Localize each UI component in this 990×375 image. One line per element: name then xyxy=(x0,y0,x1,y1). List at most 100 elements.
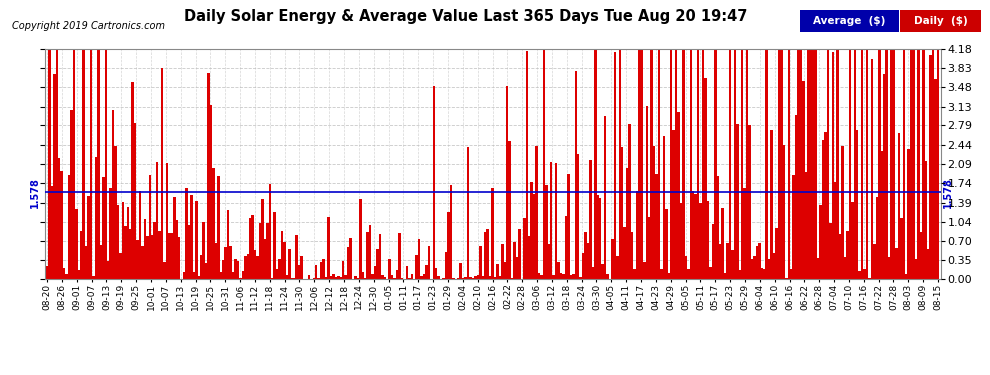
Bar xyxy=(293,278,295,279)
Bar xyxy=(205,262,207,279)
Bar xyxy=(127,207,129,279)
Bar xyxy=(707,201,709,279)
Bar xyxy=(760,268,763,279)
Bar xyxy=(518,229,521,279)
Bar xyxy=(619,49,621,279)
Bar xyxy=(851,202,853,279)
Bar xyxy=(562,274,564,279)
Bar xyxy=(207,74,210,279)
Bar xyxy=(82,49,85,279)
Bar xyxy=(60,171,63,279)
Bar xyxy=(70,110,72,279)
Bar xyxy=(421,276,423,279)
Bar xyxy=(268,184,271,279)
Bar xyxy=(645,106,648,279)
Bar xyxy=(227,210,230,279)
Bar xyxy=(173,197,175,279)
Bar xyxy=(832,53,834,279)
Bar xyxy=(452,278,454,279)
Bar xyxy=(139,191,142,279)
Bar xyxy=(137,240,139,279)
Bar xyxy=(878,49,880,279)
Bar xyxy=(396,270,398,279)
Bar xyxy=(837,49,839,279)
Bar xyxy=(531,182,533,279)
Bar xyxy=(589,160,592,279)
Bar xyxy=(248,218,251,279)
Bar xyxy=(768,259,770,279)
Bar xyxy=(602,264,604,279)
Bar xyxy=(559,273,562,279)
Bar xyxy=(834,182,837,279)
Bar xyxy=(147,236,148,279)
Bar xyxy=(87,196,90,279)
Text: Copyright 2019 Cartronics.com: Copyright 2019 Cartronics.com xyxy=(12,21,165,31)
Bar xyxy=(278,260,281,279)
Bar xyxy=(469,277,471,279)
Bar xyxy=(240,278,242,279)
Bar xyxy=(210,105,212,279)
Bar xyxy=(727,243,729,279)
Bar xyxy=(212,168,215,279)
Bar xyxy=(694,194,697,279)
Bar xyxy=(858,272,861,279)
Bar xyxy=(467,147,469,279)
Bar xyxy=(856,129,858,279)
Bar xyxy=(340,277,342,279)
Bar xyxy=(555,163,557,279)
Bar xyxy=(677,112,680,279)
Bar xyxy=(848,49,851,279)
Bar xyxy=(641,49,644,279)
Bar xyxy=(564,216,567,279)
Bar xyxy=(283,242,286,279)
Bar xyxy=(193,272,195,279)
Bar xyxy=(650,49,652,279)
Bar xyxy=(629,124,631,279)
Bar xyxy=(868,278,871,279)
Bar xyxy=(552,275,555,279)
Bar xyxy=(880,151,883,279)
Bar xyxy=(810,49,812,279)
Bar xyxy=(657,49,660,279)
Bar xyxy=(406,266,408,279)
Bar xyxy=(737,124,739,279)
Bar xyxy=(100,245,102,279)
Bar xyxy=(158,231,160,279)
Bar xyxy=(50,186,53,279)
Bar xyxy=(354,276,356,279)
Bar xyxy=(335,277,337,279)
Bar xyxy=(538,273,541,279)
Bar xyxy=(300,256,303,279)
Bar xyxy=(369,225,371,279)
Bar xyxy=(273,212,276,279)
Bar xyxy=(408,278,411,279)
Bar xyxy=(780,49,783,279)
Bar xyxy=(550,162,552,279)
Bar xyxy=(667,273,670,279)
Bar xyxy=(918,49,920,279)
Bar xyxy=(371,274,374,279)
Bar xyxy=(308,275,310,279)
Bar xyxy=(893,49,895,279)
Bar xyxy=(927,249,930,279)
Bar xyxy=(709,267,712,279)
Bar xyxy=(178,237,180,279)
Bar xyxy=(778,49,780,279)
Bar xyxy=(328,217,330,279)
Bar xyxy=(817,258,820,279)
Bar xyxy=(533,194,536,279)
Bar xyxy=(247,254,248,279)
Bar xyxy=(188,225,190,279)
Bar xyxy=(156,162,158,279)
Bar xyxy=(592,267,594,279)
Bar xyxy=(95,157,97,279)
Bar xyxy=(185,188,188,279)
Bar xyxy=(863,269,866,279)
Bar xyxy=(523,218,526,279)
Bar xyxy=(77,270,80,279)
Bar xyxy=(117,205,119,279)
Bar xyxy=(755,246,758,279)
Bar xyxy=(132,82,134,279)
Bar xyxy=(85,246,87,279)
Bar xyxy=(163,262,165,279)
